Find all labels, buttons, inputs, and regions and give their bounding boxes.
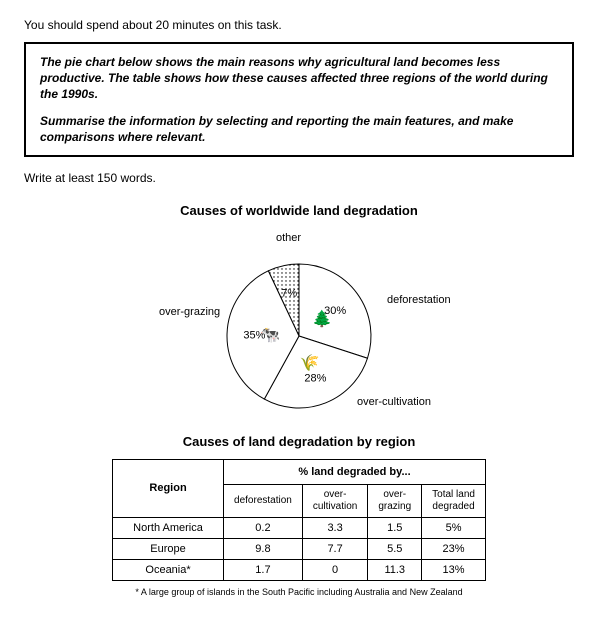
cell-value: 0.2	[224, 517, 303, 538]
cell-value: 11.3	[368, 559, 422, 580]
col-header-total-land-degraded: Total landdegraded	[422, 484, 486, 517]
cell-value: 5.5	[368, 538, 422, 559]
region-table: Region % land degraded by... deforestati…	[112, 459, 486, 581]
table-row: Oceania*1.7011.313%	[113, 559, 486, 580]
pie-label-other: other	[276, 232, 301, 244]
pie-chart-title: Causes of worldwide land degradation	[24, 203, 574, 218]
cell-value: 23%	[422, 538, 486, 559]
task-description-1: The pie chart below shows the main reaso…	[40, 54, 558, 103]
col-header-deforestation: deforestation	[224, 484, 303, 517]
pie-label-deforestation: deforestation	[387, 294, 451, 306]
pie-pct-other: 7%	[281, 287, 297, 299]
pie-label-over-cultivation: over-cultivation	[357, 396, 431, 408]
col-header-over-grazing: over-grazing	[368, 484, 422, 517]
cell-value: 1.7	[224, 559, 303, 580]
cell-value: 5%	[422, 517, 486, 538]
table-title: Causes of land degradation by region	[24, 434, 574, 449]
footnote: * A large group of islands in the South …	[24, 587, 574, 597]
time-instruction: You should spend about 20 minutes on thi…	[24, 18, 574, 32]
word-count-instruction: Write at least 150 words.	[24, 171, 574, 185]
col-header-group: % land degraded by...	[224, 459, 486, 484]
cell-value: 13%	[422, 559, 486, 580]
cell-region: North America	[113, 517, 224, 538]
cell-value: 3.3	[302, 517, 367, 538]
col-header-over-cultivation: over-cultivation	[302, 484, 367, 517]
cell-region: Europe	[113, 538, 224, 559]
table-row: North America0.23.31.55%	[113, 517, 486, 538]
pie-chart: 7%30%🌲28%🌾35%🐄 otherdeforestationover-cu…	[129, 228, 469, 428]
task-description-2: Summarise the information by selecting a…	[40, 113, 558, 145]
table-row: Europe9.87.75.523%	[113, 538, 486, 559]
cell-value: 9.8	[224, 538, 303, 559]
over-grazing-icon: 🐄	[260, 327, 280, 344]
cell-region: Oceania*	[113, 559, 224, 580]
cell-value: 7.7	[302, 538, 367, 559]
over-cultivation-icon: 🌾	[300, 354, 320, 372]
cell-value: 0	[302, 559, 367, 580]
pie-pct-over-cultivation: 28%	[304, 372, 326, 384]
col-header-region: Region	[113, 459, 224, 517]
pie-label-over-grazing: over-grazing	[159, 306, 220, 318]
deforestation-icon: 🌲	[312, 309, 332, 328]
cell-value: 1.5	[368, 517, 422, 538]
task-box: The pie chart below shows the main reaso…	[24, 42, 574, 157]
